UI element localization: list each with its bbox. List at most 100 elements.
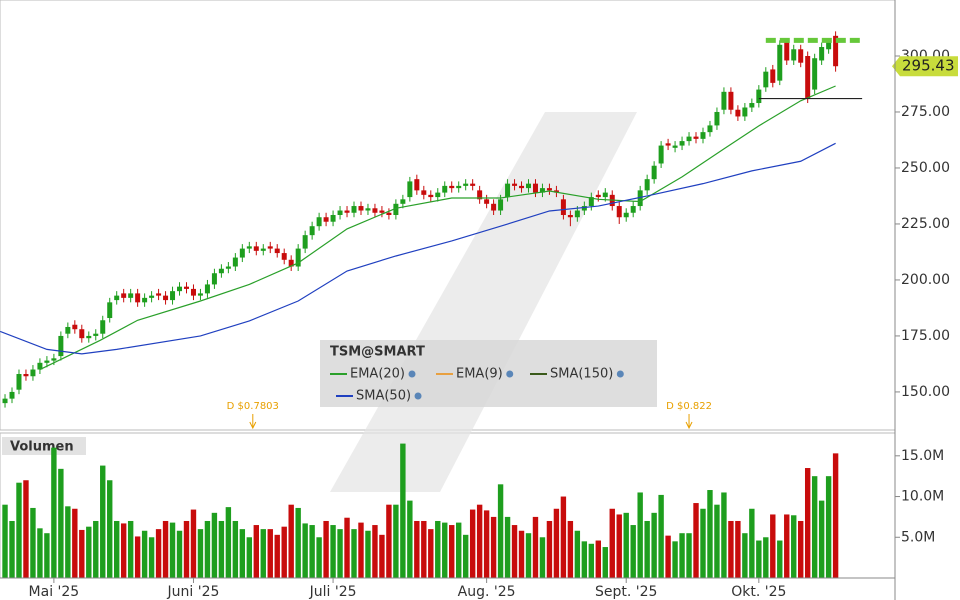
legend-icon[interactable] bbox=[414, 392, 422, 400]
volume-bar bbox=[546, 520, 553, 578]
volume-bar bbox=[58, 468, 64, 578]
candle-body bbox=[260, 248, 266, 251]
candle-body bbox=[37, 362, 43, 370]
candle-body bbox=[128, 293, 134, 298]
volume-bar bbox=[365, 530, 371, 578]
candle-body bbox=[372, 208, 378, 213]
candle-body bbox=[435, 192, 441, 198]
candle-body bbox=[386, 212, 392, 215]
candle-body bbox=[16, 374, 22, 390]
candle-body bbox=[428, 194, 434, 198]
volume-bar bbox=[644, 520, 650, 578]
volume-bar bbox=[107, 480, 113, 578]
volume-bar bbox=[44, 533, 50, 578]
volume-bar bbox=[637, 492, 643, 578]
volume-tick-label: 15.0M bbox=[901, 448, 944, 464]
legend: EMA(20) EMA(9) SMA(150) SMA(50) bbox=[330, 367, 624, 404]
legend-label: SMA(50) bbox=[356, 389, 411, 404]
candle-body bbox=[749, 103, 755, 108]
x-tick-label: Sept. '25 bbox=[595, 584, 657, 600]
volume-bar bbox=[267, 529, 273, 578]
y-tick-label: 150.00 bbox=[901, 384, 950, 400]
volume-bar bbox=[791, 515, 797, 578]
volume-bar bbox=[818, 500, 825, 578]
volume-bar bbox=[735, 520, 741, 578]
volume-bar bbox=[672, 541, 678, 578]
volume-bar bbox=[246, 537, 253, 578]
volume-bar bbox=[414, 520, 420, 578]
candle-body bbox=[714, 111, 720, 126]
candle-body bbox=[100, 320, 106, 334]
candle-body bbox=[442, 185, 448, 193]
candle-body bbox=[170, 291, 176, 301]
candle-body bbox=[679, 141, 685, 146]
candle-body bbox=[526, 183, 532, 189]
candle-body bbox=[163, 295, 169, 301]
candle-body bbox=[51, 358, 57, 361]
volume-bar bbox=[358, 522, 364, 578]
candle-body bbox=[784, 42, 790, 61]
candle-body bbox=[337, 210, 343, 215]
volume-bar bbox=[707, 490, 713, 578]
candle-body bbox=[309, 226, 315, 236]
price-tag-label: 295.43 bbox=[902, 57, 955, 75]
candle-body bbox=[763, 71, 769, 88]
candle-body bbox=[798, 49, 804, 63]
volume-bar bbox=[295, 507, 301, 578]
volume-bar bbox=[616, 514, 622, 578]
candle-body bbox=[539, 188, 545, 193]
candle-body bbox=[777, 44, 783, 81]
volume-bar bbox=[162, 520, 169, 578]
volume-bar bbox=[148, 537, 155, 578]
legend-icon[interactable] bbox=[616, 370, 624, 378]
legend-label: EMA(9) bbox=[456, 367, 503, 382]
candle-body bbox=[623, 212, 629, 218]
candle-body bbox=[581, 206, 587, 211]
legend-icon[interactable] bbox=[506, 370, 514, 378]
volume-bar bbox=[337, 529, 343, 578]
volume-bar bbox=[700, 508, 706, 578]
candle-body bbox=[595, 194, 601, 198]
volume-bar bbox=[281, 526, 287, 578]
volume-bar bbox=[155, 529, 162, 578]
candle-body bbox=[107, 302, 113, 319]
indicator-line bbox=[39, 85, 836, 371]
volume-bar bbox=[428, 529, 434, 578]
candle-body bbox=[121, 293, 127, 298]
volume-bar bbox=[763, 537, 769, 578]
volume-bar bbox=[204, 520, 211, 578]
volume-bar bbox=[65, 506, 71, 578]
candle-body bbox=[700, 132, 706, 139]
volume-bar bbox=[79, 529, 85, 578]
y-tick-label: 200.00 bbox=[901, 272, 950, 288]
volume-bar bbox=[211, 512, 218, 578]
candle-body bbox=[532, 183, 538, 193]
candle-body bbox=[498, 199, 504, 211]
volume-bar bbox=[749, 508, 755, 578]
legend-icon[interactable] bbox=[408, 370, 416, 378]
volume-tick-label: 10.0M bbox=[901, 489, 944, 505]
candle-body bbox=[602, 192, 608, 198]
candle-body bbox=[239, 248, 245, 258]
candle-body bbox=[791, 49, 797, 61]
x-tick-label: Okt. '25 bbox=[731, 584, 786, 600]
volume-bar bbox=[100, 465, 106, 578]
candle-body bbox=[707, 125, 713, 133]
volume-bar bbox=[539, 537, 546, 578]
legend-label: EMA(20) bbox=[350, 367, 405, 382]
volume-bar bbox=[316, 537, 322, 578]
volume-bar bbox=[784, 514, 790, 578]
candle-body bbox=[142, 297, 148, 303]
candle-body bbox=[505, 183, 511, 198]
price-tag bbox=[892, 56, 958, 77]
dividend-label: D $0.7803 bbox=[227, 401, 279, 412]
candle-body bbox=[421, 190, 427, 195]
candle-body bbox=[393, 203, 399, 215]
candle-body bbox=[616, 206, 622, 218]
candle-body bbox=[546, 188, 552, 191]
volume-bar bbox=[190, 509, 197, 578]
candle-body bbox=[449, 185, 455, 189]
volume-bar bbox=[351, 529, 357, 578]
candle-body bbox=[114, 295, 120, 301]
dividend-arrow bbox=[249, 414, 257, 430]
